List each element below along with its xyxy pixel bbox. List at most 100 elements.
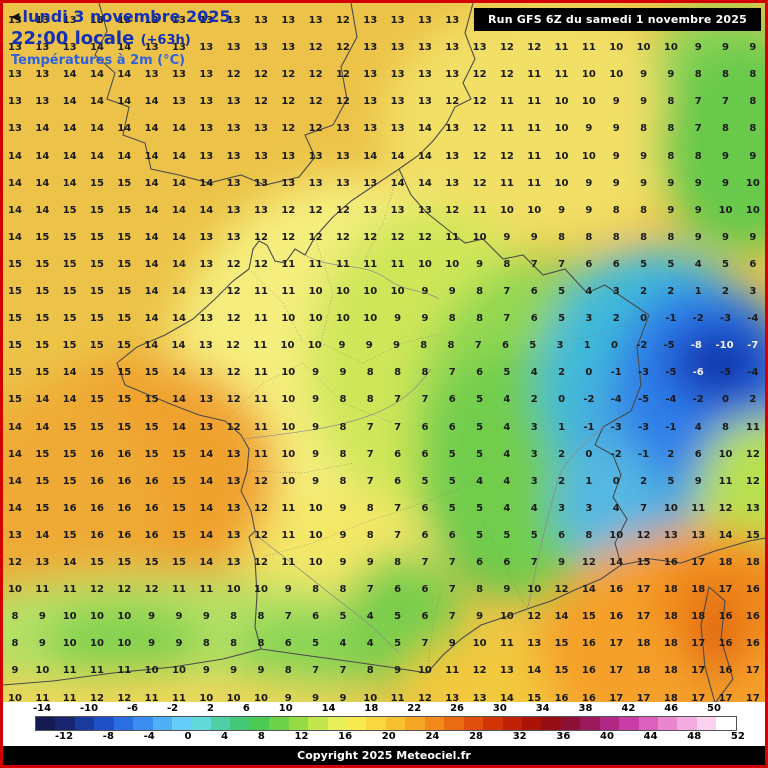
temp-value: 10 — [90, 611, 104, 623]
temp-value: 13 — [172, 42, 186, 54]
temp-value: 8 — [749, 69, 757, 81]
temp-value: 13 — [527, 638, 542, 650]
temp-value: 11 — [718, 475, 733, 487]
temp-value: 12 — [527, 42, 542, 54]
temp-value: 12 — [472, 123, 487, 135]
coastline-group — [3, 3, 765, 705]
temp-value: 12 — [335, 69, 350, 81]
temp-value: 9 — [476, 611, 484, 623]
temp-value: 14 — [499, 692, 514, 704]
temp-value: 14 — [62, 69, 77, 81]
scale-cell — [55, 717, 75, 730]
temp-value: 7 — [448, 367, 456, 379]
temp-row: 13 13 13 14 14 13 13 13 13 13 13 12 12 13 13 13 13 13 12 12… — [7, 42, 761, 54]
temp-value: 8 — [394, 367, 402, 379]
temp-value: 9 — [749, 150, 757, 162]
temp-value: 12 — [117, 692, 132, 704]
temp-value: 12 — [226, 340, 240, 352]
temp-value: -4 — [665, 394, 677, 406]
scale-cell — [638, 717, 658, 730]
temp-value: 11 — [445, 231, 460, 243]
temp-value: 13 — [117, 15, 132, 26]
temp-value: 11 — [445, 665, 460, 677]
temp-value: 14 — [117, 96, 132, 108]
temp-value: 8 — [722, 123, 730, 135]
spain-coastline — [3, 648, 262, 686]
temp-value: 5 — [558, 286, 566, 297]
temp-value: 13 — [253, 150, 268, 162]
temp-value: 15 — [35, 475, 50, 487]
scale-label: 40 — [600, 731, 614, 742]
temp-value: 9 — [503, 584, 511, 596]
temp-value: 9 — [339, 692, 347, 704]
temp-value: 17 — [745, 665, 760, 677]
corsica-coastline — [700, 585, 734, 705]
temp-value: 3 — [585, 313, 593, 325]
temp-value: 16 — [90, 475, 104, 487]
temp-value: 16 — [117, 448, 132, 460]
temp-row: 13 13 14 14 14 14 13 13 13 12 12 12 12 13 13 13 12 12 11 11… — [7, 96, 761, 108]
temp-value: 11 — [581, 42, 596, 54]
temp-value: 13 — [390, 123, 405, 135]
temp-value: 17 — [691, 665, 706, 677]
temp-value: 12 — [281, 204, 296, 216]
temp-value: 13 — [281, 42, 296, 54]
temp-value: 0 — [611, 340, 618, 352]
temp-value: 10 — [499, 611, 514, 623]
temp-value: 11 — [745, 421, 760, 433]
temp-value: 8 — [339, 421, 347, 433]
temp-value: 10 — [745, 204, 760, 216]
temp-value: 13 — [281, 150, 296, 162]
temp-value: 6 — [476, 557, 484, 568]
temp-value: 12 — [335, 15, 350, 26]
temp-value: 7 — [394, 394, 402, 406]
parameter-label: Températures à 2m (°C) — [11, 53, 186, 68]
temp-value: 8 — [284, 665, 292, 677]
temp-value: 8 — [339, 448, 347, 460]
temp-value: 13 — [35, 69, 50, 81]
temp-value: 11 — [390, 258, 405, 270]
temp-value: 18 — [663, 584, 678, 596]
temp-value: 18 — [663, 692, 678, 704]
temp-value: 13 — [8, 15, 22, 26]
temp-value: 9 — [585, 123, 593, 135]
temp-value: 7 — [394, 502, 402, 514]
forecast-offset: (+63h) — [140, 33, 191, 48]
temp-value: 10 — [226, 584, 241, 596]
temp-value: 12 — [8, 557, 22, 568]
temp-value: 13 — [226, 123, 241, 135]
temp-value: 6 — [421, 421, 429, 433]
forecast-date: lundi 3 novembre 2025 — [22, 7, 231, 26]
temp-value: -6 — [692, 367, 704, 379]
temp-value: 2 — [667, 448, 675, 460]
temp-value: 8 — [476, 313, 484, 325]
temp-value: 7 — [694, 123, 702, 135]
temp-value: 13 — [499, 665, 514, 677]
temp-value: 12 — [226, 394, 241, 406]
temp-value: 12 — [472, 69, 487, 81]
temp-value: 12 — [281, 123, 296, 135]
temp-value: 10 — [144, 665, 159, 677]
temp-value: 9 — [558, 557, 566, 568]
prev-arrow-icon[interactable]: ◀ — [11, 10, 20, 23]
scale-label: 48 — [687, 731, 702, 742]
temp-value: 15 — [8, 286, 22, 297]
scale-cell — [288, 717, 309, 730]
temp-value: 13 — [390, 69, 405, 81]
temp-value: 13 — [253, 42, 268, 54]
scale-labels-top: -14 -10 -6 -2 2 6 10 14 18 22 26 30 34 38 42 46 50 — [33, 703, 721, 714]
temp-value: 10 — [307, 340, 322, 352]
temp-value: 9 — [667, 69, 675, 81]
temp-value: 13 — [144, 69, 159, 81]
temp-value: 10 — [554, 150, 569, 162]
temp-value: 12 — [308, 231, 323, 243]
temp-value: 16 — [609, 611, 624, 623]
temp-value: 12 — [363, 231, 378, 243]
temp-value: 14 — [172, 177, 186, 189]
temp-value: 11 — [527, 96, 542, 108]
temp-value: 17 — [609, 665, 624, 677]
scale-label: 2 — [207, 703, 214, 714]
temp-row: 15 15 15 15 15 14 14 13 12 11 10 10 10 10 9 9 8 8 7 6 5 3 2 0 -1… — [7, 313, 761, 325]
temp-value: 10 — [253, 584, 268, 596]
temp-value: -1 — [583, 421, 595, 433]
